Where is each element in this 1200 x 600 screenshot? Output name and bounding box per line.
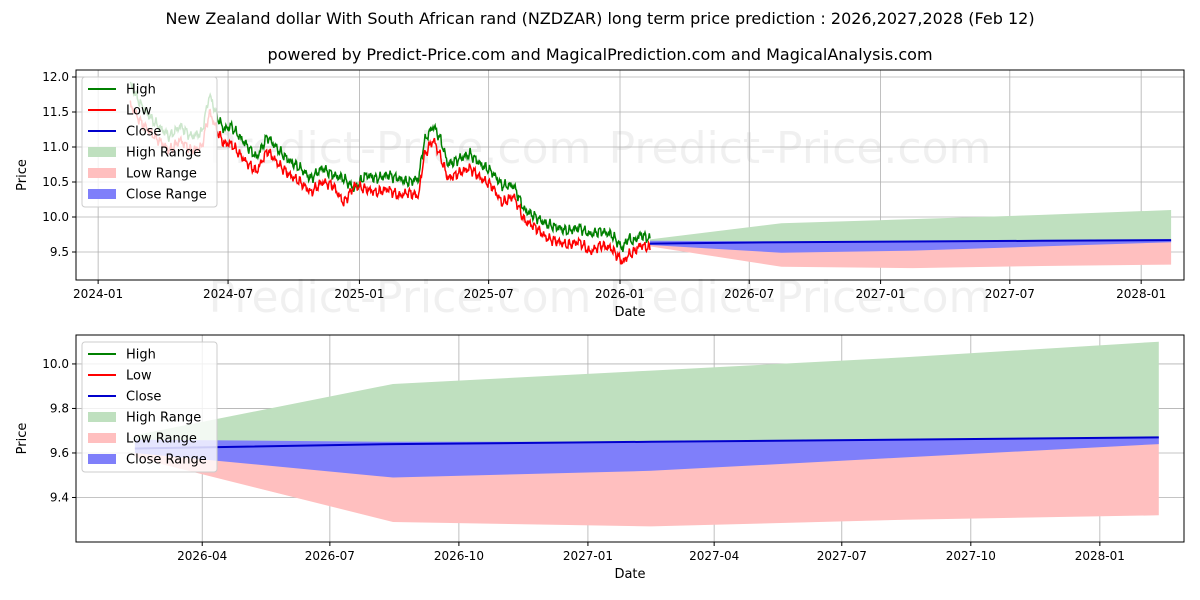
top-y-tick-label: 11.0 xyxy=(42,140,69,154)
bottom-x-tick-label: 2027-04 xyxy=(689,549,739,563)
bottom-x-tick-label: 2026-04 xyxy=(177,549,227,563)
bottom-y-axis-label: Price xyxy=(15,423,30,455)
bottom-close-range-band xyxy=(134,437,1159,478)
top-series xyxy=(129,81,1172,269)
top-x-tick-label: 2024-01 xyxy=(73,287,123,301)
bottom-x-tick-label: 2026-07 xyxy=(305,549,355,563)
top-legend-high-range-label: High Range xyxy=(126,146,201,161)
top-x-tick-label: 2025-01 xyxy=(334,287,384,301)
chart-title: New Zealand dollar With South African ra… xyxy=(165,9,1035,28)
top-y-tick-label: 10.5 xyxy=(42,175,69,189)
top-x-tick-label: 2024-07 xyxy=(203,287,253,301)
top-legend-low-range-swatch xyxy=(88,168,116,178)
top-x-tick-label: 2028-01 xyxy=(1116,287,1166,301)
bottom-series xyxy=(134,341,1159,527)
bottom-x-tick-label: 2028-01 xyxy=(1075,549,1125,563)
top-x-tick-label: 2026-01 xyxy=(595,287,645,301)
top-legend-close-range-label: Close Range xyxy=(126,188,207,203)
top-x-tick-label: 2025-07 xyxy=(464,287,514,301)
bottom-legend-close-range-label: Close Range xyxy=(126,453,207,468)
bottom-x-tick-label: 2026-10 xyxy=(434,549,484,563)
top-close-forecast-line xyxy=(649,239,1172,245)
bottom-close-forecast-line xyxy=(134,436,1159,450)
bottom-high-range-band xyxy=(134,341,1159,449)
top-close-range-band xyxy=(650,240,1172,253)
top-y-tick-label: 11.5 xyxy=(42,105,69,119)
bottom-legend-low-label: Low xyxy=(126,369,152,384)
bottom-panel: Predict-Price.comPredict-Price.com2026-0… xyxy=(15,334,1185,582)
bottom-legend-high-label: High xyxy=(126,348,156,363)
top-axes-frame xyxy=(75,69,1185,281)
top-legend: High Low Close High Range Low Range Close Ran… xyxy=(81,76,218,208)
top-y-axis-label: Price xyxy=(15,159,30,191)
top-legend-low-range-label: Low Range xyxy=(126,167,197,182)
top-panel: Predict-Price.com Predict-Price.comPredic… xyxy=(15,69,1185,323)
bottom-y-tick-label: 10.0 xyxy=(42,357,69,371)
bottom-legend-low-range-swatch xyxy=(88,433,116,443)
chart-subtitle: powered by Predict-Price.com and Magical… xyxy=(267,45,933,64)
top-x-tick-label: 2026-07 xyxy=(724,287,774,301)
top-legend-close-label: Close xyxy=(126,125,161,140)
bottom-legend-high-range-label: High Range xyxy=(126,411,201,426)
top-legend-close-range-swatch xyxy=(88,189,116,199)
bottom-legend: High Low Close High Range Low Range Close Ran… xyxy=(81,341,218,473)
top-watermark-text: Predict-Price.com xyxy=(209,123,592,174)
bottom-legend-high-range-swatch xyxy=(88,412,116,422)
bottom-x-tick-label: 2027-01 xyxy=(563,549,613,563)
bottom-x-tick-label: 2027-07 xyxy=(817,549,867,563)
top-watermark-text: Predict-Price.com xyxy=(609,123,992,174)
bottom-legend-low-range-label: Low Range xyxy=(126,432,197,447)
top-y-tick-label: 12.0 xyxy=(42,70,69,84)
bottom-legend-close-label: Close xyxy=(126,390,161,405)
top-y-tick-label: 10.0 xyxy=(42,210,69,224)
bottom-axes-frame xyxy=(75,334,1185,543)
top-x-axis-label: Date xyxy=(614,305,645,320)
top-legend-high-label: High xyxy=(126,83,156,98)
top-x-tick-label: 2027-01 xyxy=(856,287,906,301)
top-legend-high-range-swatch xyxy=(88,147,116,157)
bottom-x-axis-label: Date xyxy=(614,567,645,582)
bottom-y-tick-label: 9.8 xyxy=(50,401,69,415)
bottom-y-tick-label: 9.4 xyxy=(50,490,69,504)
bottom-legend-close-range-swatch xyxy=(88,454,116,464)
top-high-range-band xyxy=(650,210,1172,244)
top-y-tick-label: 9.5 xyxy=(50,245,69,259)
top-x-tick-label: 2027-07 xyxy=(985,287,1035,301)
top-legend-low-label: Low xyxy=(126,104,152,119)
bottom-y-tick-label: 9.6 xyxy=(50,446,69,460)
bottom-x-tick-label: 2027-10 xyxy=(946,549,996,563)
